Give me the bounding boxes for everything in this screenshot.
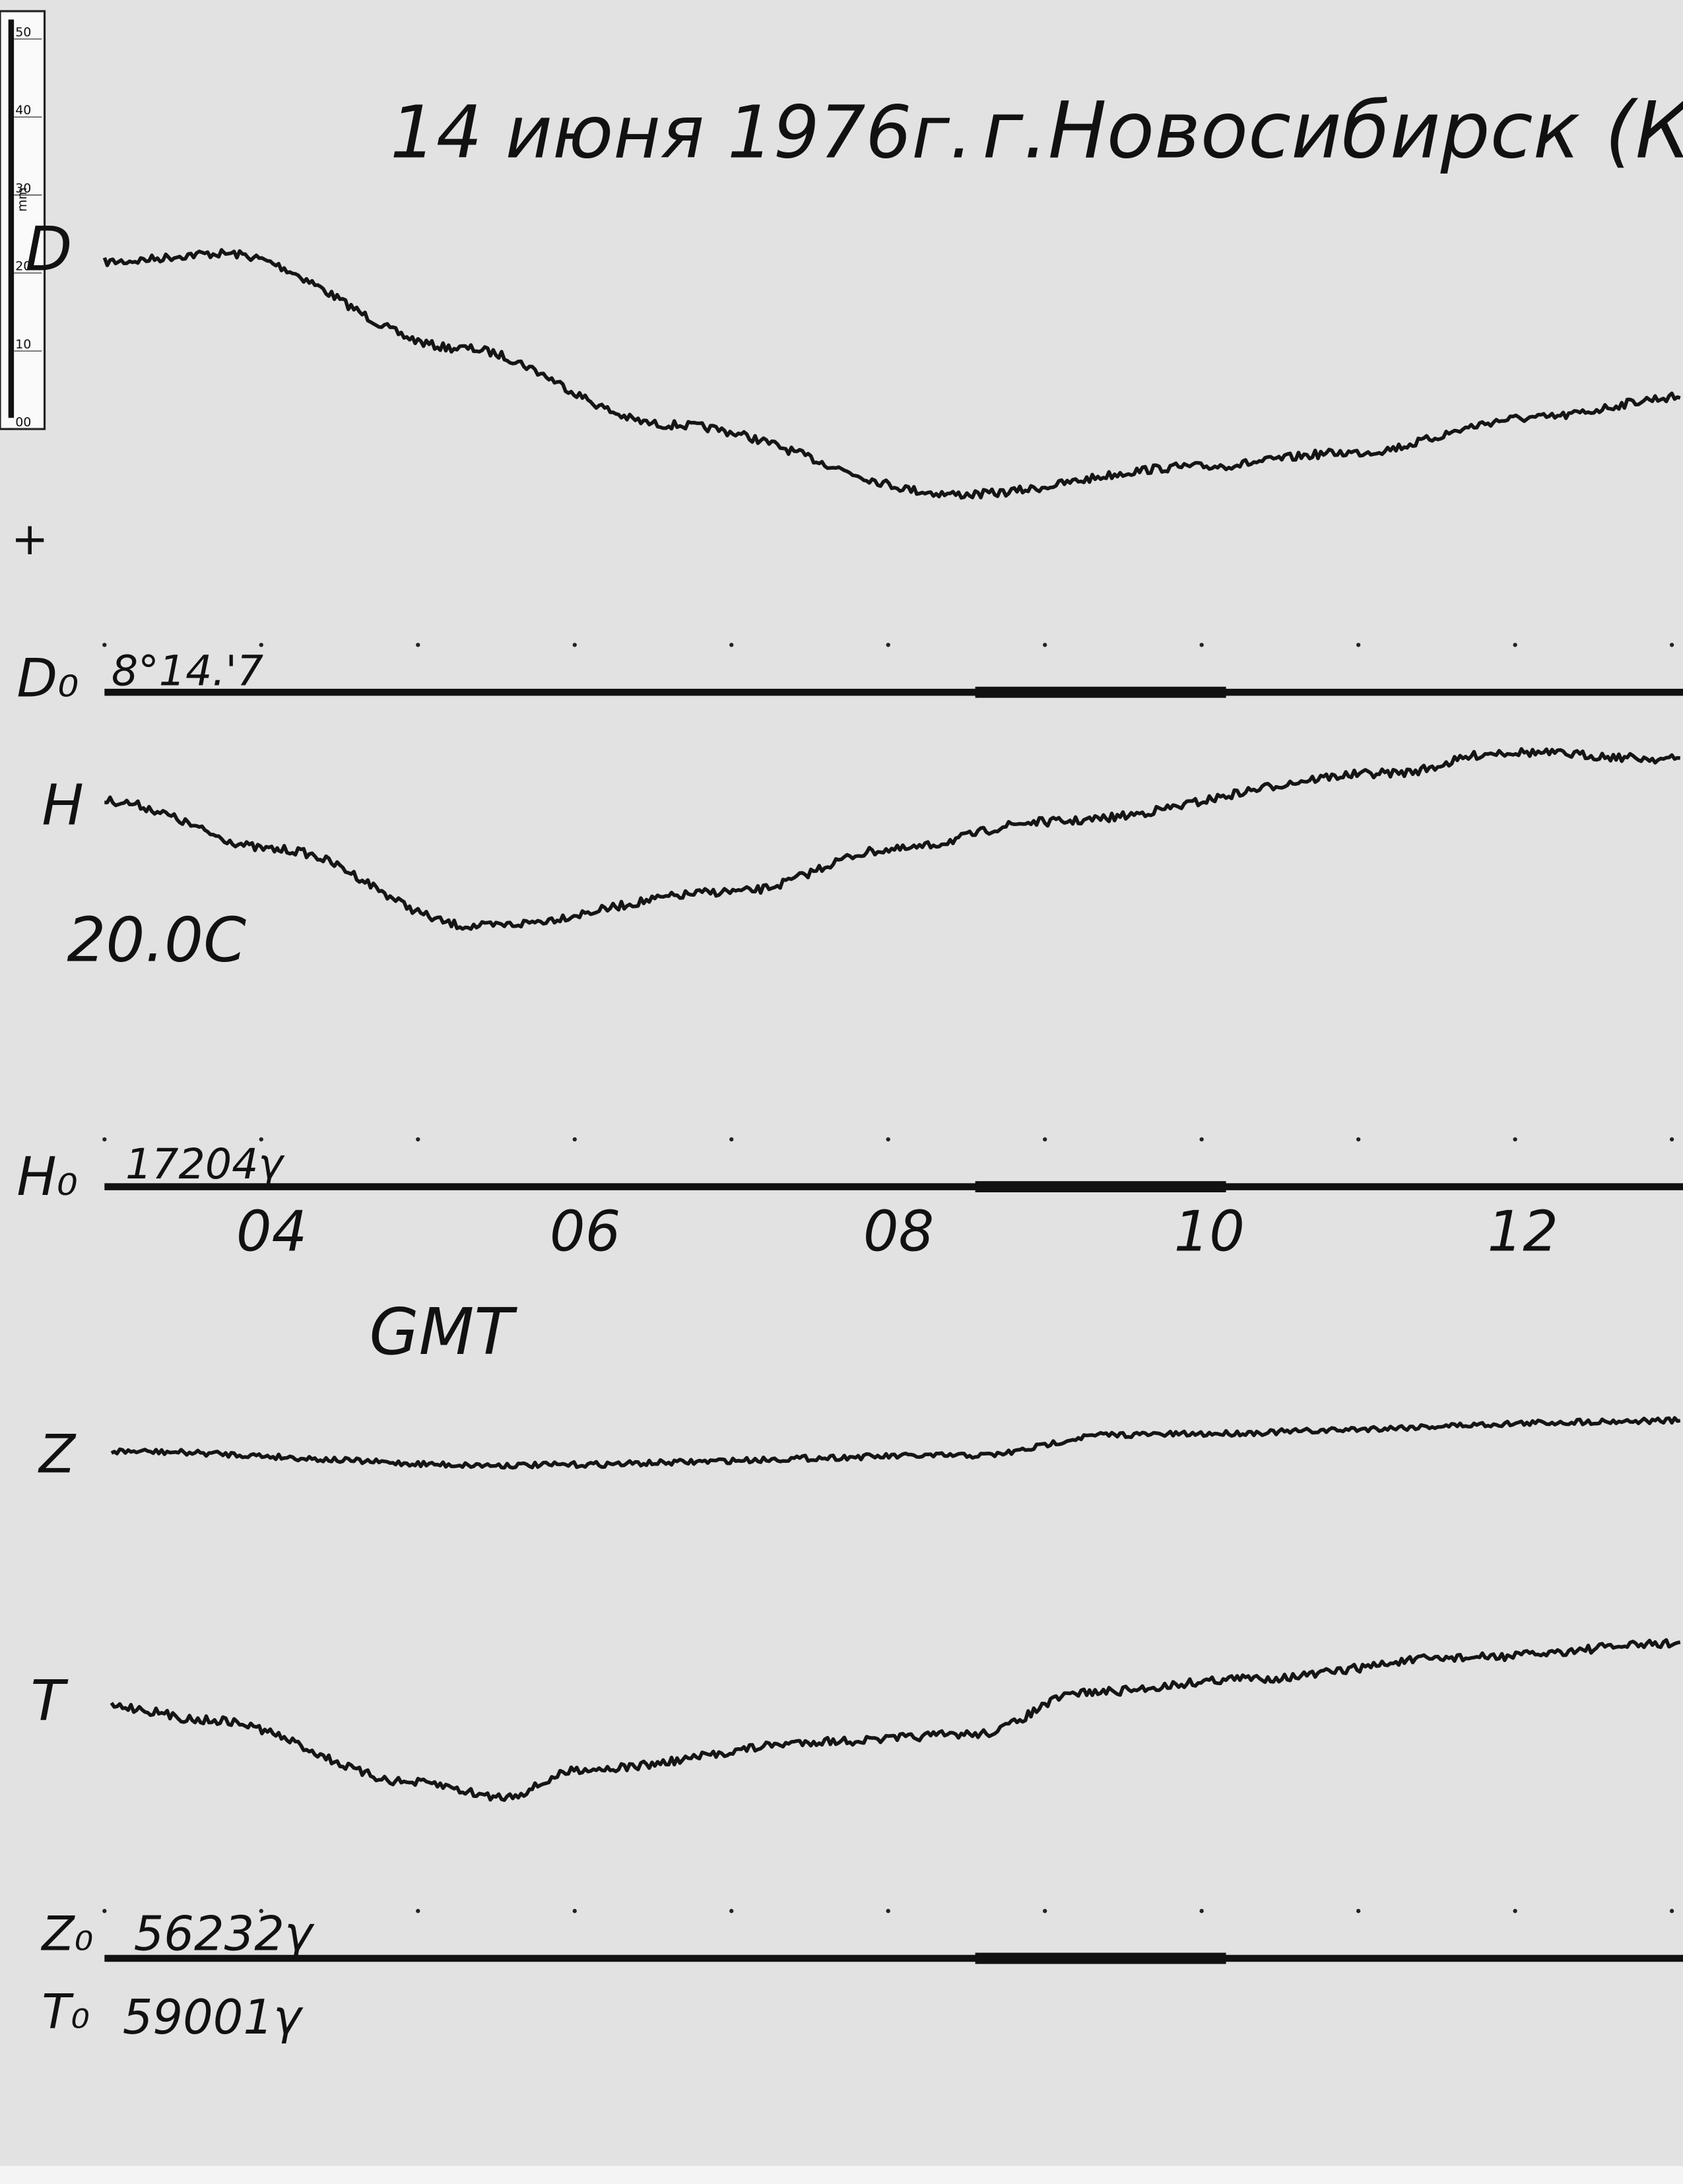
ruler: 50 40 30 20 10 00 mm [0, 10, 46, 430]
hour-dot [1669, 1909, 1674, 1913]
temperature: 20.0C [67, 905, 246, 976]
trace-label: H [42, 773, 83, 838]
hour-dot [886, 1909, 890, 1913]
hour-dot [259, 1909, 263, 1913]
baseline-value: 59001γ [123, 1989, 304, 2045]
ruler-body [0, 10, 46, 430]
ruler-mark: 10 [15, 337, 31, 352]
hour-dot [102, 1137, 107, 1141]
hour-dot [1043, 1909, 1047, 1913]
hour-dot [1669, 1137, 1674, 1141]
trace [104, 747, 1681, 931]
baseline-value: 8°14.'7 [112, 647, 263, 695]
hour-dot [729, 1909, 734, 1913]
hour-dot [1356, 1909, 1361, 1913]
hour-dot [102, 643, 107, 647]
hour-dot [1199, 643, 1204, 647]
trace-label: D [25, 214, 73, 285]
hour-dot [259, 1137, 263, 1141]
trace [110, 1416, 1681, 1470]
hour-dot [1513, 1137, 1517, 1141]
trace [102, 247, 1681, 500]
paper-edge [0, 2166, 1683, 2184]
hour-dot [886, 1137, 890, 1141]
date: 14 июня 1976г. [390, 90, 973, 175]
hour-dot [102, 1909, 107, 1913]
ruler-mark: 20 [15, 259, 31, 274]
hour-dot [1356, 643, 1361, 647]
baseline-value: 17204γ [125, 1140, 285, 1188]
hour-dot [886, 643, 890, 647]
trace [110, 1638, 1681, 1802]
trace-label: T [30, 1669, 69, 1733]
time-axis-label: GMT [369, 1295, 517, 1369]
hour-dot [1199, 1909, 1204, 1913]
hour-dot [1043, 643, 1047, 647]
hour-dot [1043, 1137, 1047, 1141]
baseline-value: 56232γ [134, 1906, 315, 1961]
polarity-mark: + [11, 513, 49, 565]
time-tick-label: 10 [1174, 1200, 1245, 1264]
hour-dot [729, 643, 734, 647]
hour-dot [1669, 643, 1674, 647]
hour-dot [1513, 643, 1517, 647]
baseline-label: D₀ [16, 647, 79, 709]
time-tick-label: 12 [1488, 1200, 1558, 1264]
hour-dot [1199, 1137, 1204, 1141]
time-tick-label: 08 [863, 1200, 934, 1264]
ruler-unit: mm [15, 187, 30, 212]
trace-label: Z [38, 1423, 77, 1485]
ruler-mark: 40 [15, 103, 31, 117]
baseline-label: Z₀ [40, 1906, 93, 1961]
hour-dot [416, 1137, 420, 1141]
time-tick-label: 06 [550, 1200, 620, 1264]
place: г.Новосибирск (Клю [982, 85, 1683, 176]
ruler-bar [8, 19, 15, 418]
hour-dot [572, 643, 577, 647]
hour-dot [1356, 1137, 1361, 1141]
hour-dot [729, 1137, 734, 1141]
baseline-label: T₀ [42, 1984, 90, 2039]
hour-dot [259, 643, 263, 647]
hour-dot [1513, 1909, 1517, 1913]
hour-dot [572, 1137, 577, 1141]
hour-dot [416, 643, 420, 647]
ruler-mark: 50 [15, 25, 31, 40]
hour-dot [416, 1909, 420, 1913]
hour-dot [572, 1909, 577, 1913]
time-tick-label: 04 [236, 1200, 307, 1264]
ruler-mark: 30 [15, 181, 31, 195]
baseline-label: H₀ [16, 1146, 77, 1207]
ruler-mark: 00 [15, 415, 31, 430]
